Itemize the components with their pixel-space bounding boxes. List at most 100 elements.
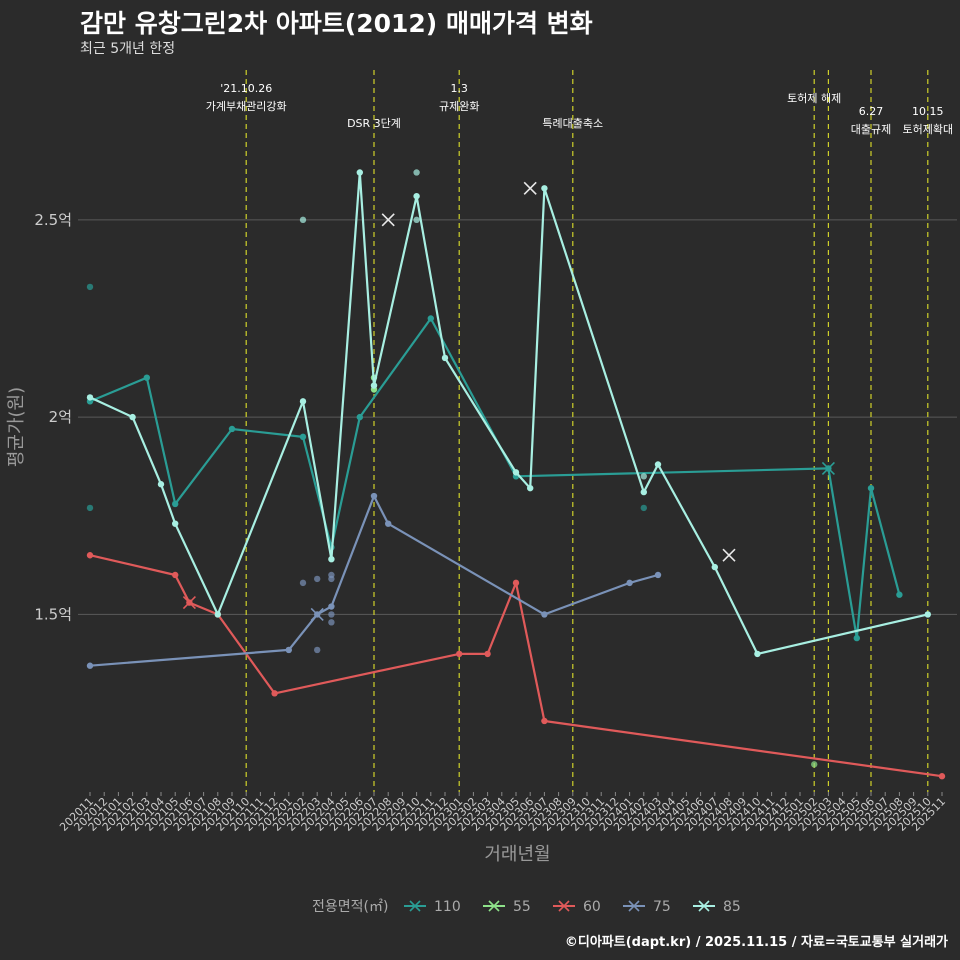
data-point-85 bbox=[157, 481, 165, 488]
chart-subtitle: 최근 5개년 한정 bbox=[80, 41, 176, 57]
data-point-110 bbox=[143, 374, 150, 381]
legend-key-cross bbox=[558, 900, 570, 912]
data-point-85 bbox=[527, 484, 534, 492]
legend-key-cross bbox=[488, 900, 500, 912]
cross-marker-85 bbox=[722, 548, 736, 562]
data-point-85 bbox=[214, 611, 221, 618]
data-point-75 bbox=[328, 619, 335, 626]
legend-label: 60 bbox=[583, 899, 601, 915]
event-label: 대출규제 bbox=[851, 123, 891, 136]
legend-item-60: 60 bbox=[553, 899, 601, 915]
data-point-85 bbox=[441, 354, 449, 362]
cross-marker-stroke bbox=[523, 181, 537, 195]
data-point-75 bbox=[541, 611, 548, 618]
event-label: 규제완화 bbox=[439, 100, 479, 113]
data-point-85 bbox=[754, 650, 761, 658]
data-point-75 bbox=[314, 575, 321, 583]
data-point-85 bbox=[541, 185, 548, 192]
series-line-110 bbox=[89, 317, 901, 640]
event-label: 토허제확대 bbox=[902, 123, 953, 136]
data-point-75 bbox=[299, 579, 307, 587]
data-point-110 bbox=[867, 484, 875, 492]
data-point-110 bbox=[896, 591, 903, 598]
data-point-85 bbox=[924, 611, 931, 618]
data-point-110 bbox=[86, 504, 94, 512]
data-point-60 bbox=[172, 571, 179, 579]
event-label: 6.27 bbox=[859, 105, 884, 118]
legend-label: 85 bbox=[723, 899, 741, 915]
cross-marker-stroke bbox=[310, 607, 324, 621]
series-line-60 bbox=[89, 554, 943, 778]
event-label: 특례대출축소 bbox=[542, 117, 603, 130]
data-point-60 bbox=[512, 579, 520, 587]
data-point-75 bbox=[86, 662, 94, 669]
data-point-85 bbox=[512, 469, 520, 476]
data-point-75 bbox=[370, 492, 378, 500]
legend-key-cross bbox=[698, 900, 710, 912]
data-point-85 bbox=[299, 398, 307, 405]
event-label: 10.15 bbox=[912, 105, 944, 118]
event-label: 1.3 bbox=[450, 82, 468, 95]
event-label: 토허제 해제 bbox=[787, 91, 841, 105]
data-point-110 bbox=[299, 433, 307, 441]
data-point-85 bbox=[129, 413, 136, 421]
data-point-85 bbox=[654, 461, 662, 468]
cross-marker-stroke bbox=[722, 548, 736, 562]
data-point-110 bbox=[640, 504, 647, 512]
event-label: 가계부채관리강화 bbox=[206, 100, 287, 113]
data-point-75 bbox=[385, 520, 392, 527]
legend-item-55: 55 bbox=[483, 899, 531, 915]
data-point-60 bbox=[938, 773, 946, 780]
data-point-85 bbox=[356, 169, 363, 176]
data-point-110 bbox=[356, 413, 363, 421]
y-axis-label: 평균가(원) bbox=[6, 387, 27, 467]
data-point-110 bbox=[228, 425, 236, 433]
data-point-55 bbox=[811, 761, 818, 768]
data-point-85 bbox=[370, 382, 378, 389]
data-point-60 bbox=[484, 650, 491, 658]
legend-item-110: 110 bbox=[404, 899, 461, 915]
cross-marker-75 bbox=[310, 607, 324, 621]
y-tick-label: 1.5억 bbox=[34, 605, 72, 623]
y-tick-label: 2억 bbox=[49, 408, 72, 426]
data-point-75 bbox=[328, 611, 335, 618]
data-point-60 bbox=[86, 552, 94, 559]
cross-marker-stroke bbox=[182, 596, 196, 610]
data-point-110 bbox=[172, 500, 179, 508]
data-point-110 bbox=[853, 634, 860, 642]
event-label: '21.10.26 bbox=[220, 82, 272, 95]
legend-title: 전용면적(㎡) bbox=[312, 899, 388, 915]
data-point-85 bbox=[328, 555, 335, 563]
data-point-75 bbox=[328, 603, 335, 610]
event-label: DSR 3단계 bbox=[347, 117, 401, 130]
legend-label: 110 bbox=[434, 899, 461, 915]
data-point-75 bbox=[314, 646, 321, 654]
data-point-85 bbox=[172, 520, 179, 527]
cross-marker-85 bbox=[381, 213, 395, 227]
data-point-85 bbox=[299, 216, 307, 224]
y-tick-label: 2.5억 bbox=[34, 211, 72, 229]
data-point-85 bbox=[711, 563, 718, 571]
data-point-75 bbox=[654, 571, 662, 579]
legend-key-cross bbox=[409, 900, 421, 912]
cross-marker-110 bbox=[821, 461, 835, 475]
legend-item-75: 75 bbox=[623, 899, 671, 915]
legend-item-85: 85 bbox=[693, 899, 741, 915]
data-point-85 bbox=[640, 488, 647, 496]
legend-key-cross bbox=[628, 900, 640, 912]
data-point-85 bbox=[640, 473, 647, 480]
data-point-85 bbox=[86, 394, 94, 401]
data-point-75 bbox=[328, 575, 335, 583]
data-point-85 bbox=[413, 192, 420, 200]
chart-title: 감만 유창그린2차 아파트(2012) 매매가격 변화 bbox=[80, 9, 593, 38]
data-point-60 bbox=[271, 690, 278, 697]
cross-marker-stroke bbox=[381, 213, 395, 227]
cross-marker-60 bbox=[182, 596, 196, 610]
legend-label: 75 bbox=[653, 899, 671, 915]
legend-label: 55 bbox=[513, 899, 531, 915]
x-axis-label: 거래년월 bbox=[484, 844, 550, 865]
data-point-110 bbox=[427, 315, 434, 322]
data-point-85 bbox=[413, 216, 420, 224]
data-point-110 bbox=[86, 283, 94, 291]
